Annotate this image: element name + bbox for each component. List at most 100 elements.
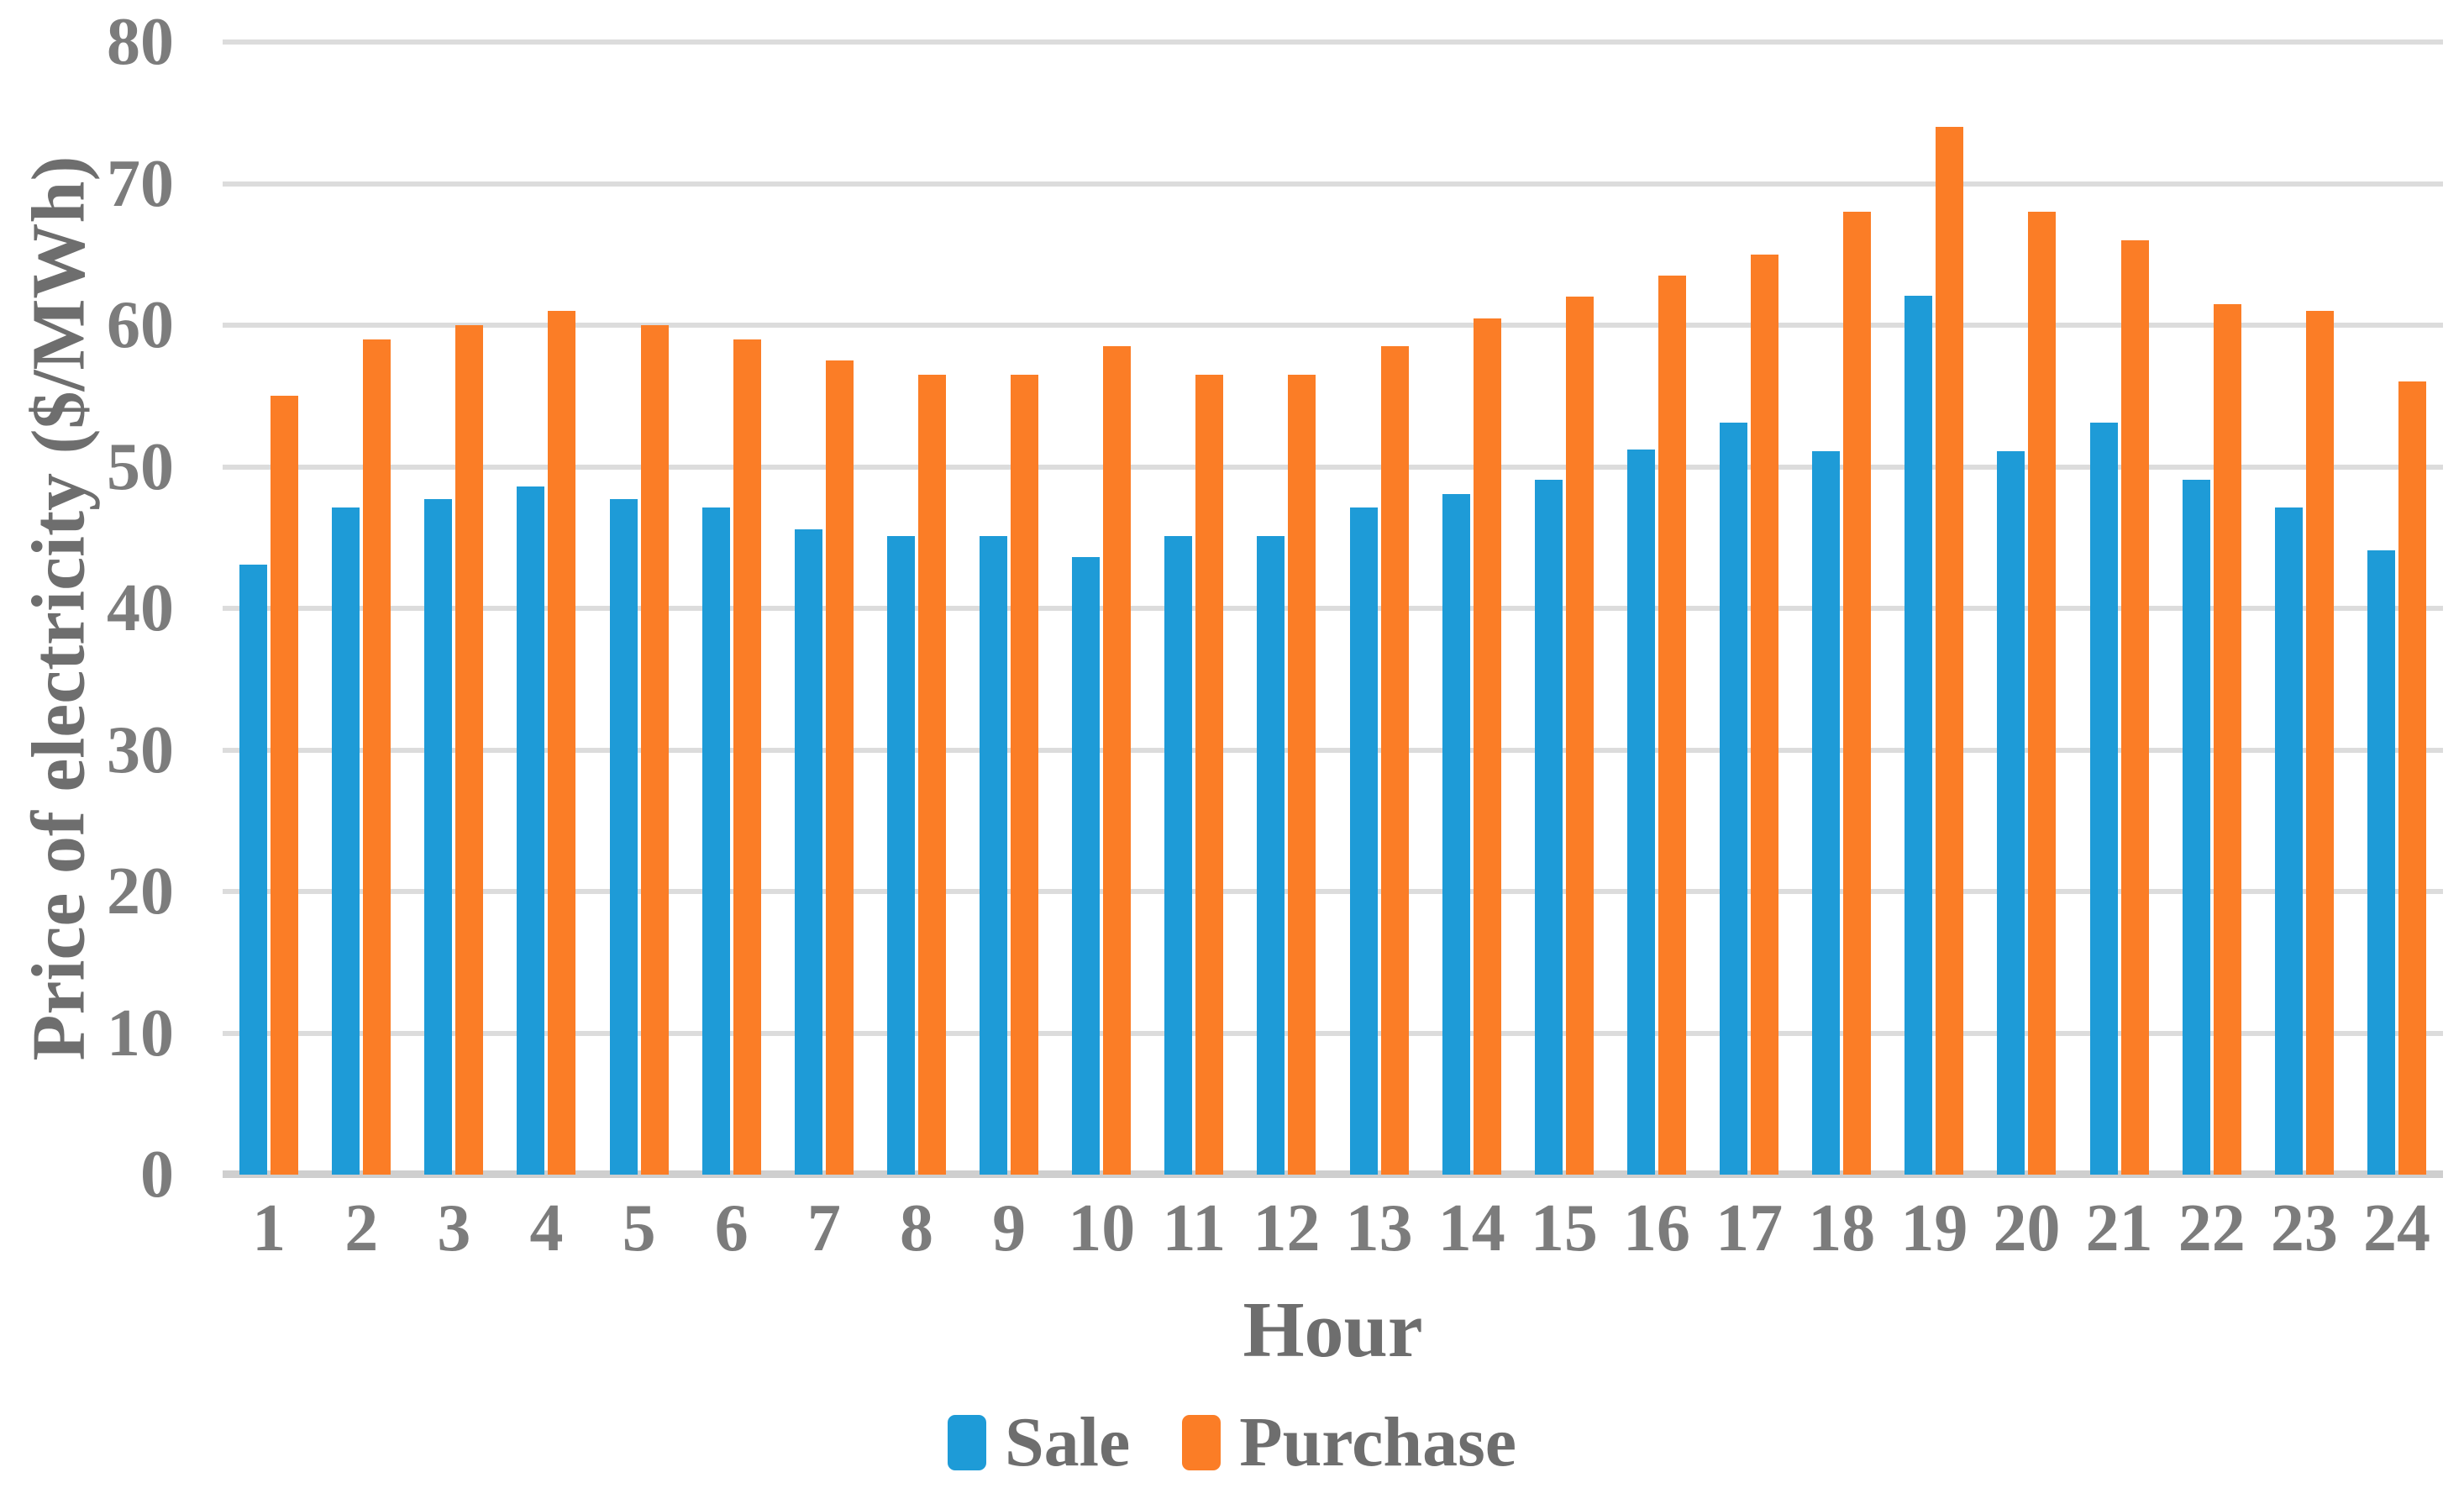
gridline-40 [223,606,2443,611]
bar-sale-hour-7 [794,529,822,1175]
bar-purchase-hour-1 [271,396,299,1175]
y-tick-label-80: 80 [107,5,174,79]
y-tick-label-50: 50 [107,429,174,504]
bar-sale-hour-5 [609,499,638,1175]
bar-purchase-hour-22 [2213,303,2241,1175]
bar-sale-hour-20 [1997,450,2025,1175]
purchase-swatch-icon [1182,1415,1221,1470]
x-tick-label-6: 6 [714,1191,749,1265]
bar-purchase-hour-21 [2120,239,2149,1175]
gridline-20 [223,889,2443,894]
x-tick-label-11: 11 [1162,1191,1227,1265]
x-axis-title: Hour [1243,1286,1423,1374]
x-axis-line [223,1170,2443,1178]
bar-sale-hour-15 [1534,479,1563,1175]
bar-purchase-hour-20 [2028,212,2057,1175]
x-tick-label-23: 23 [2270,1191,2338,1265]
y-tick-label-70: 70 [107,146,174,221]
x-tick-label-18: 18 [1808,1191,1876,1265]
bar-purchase-hour-16 [1658,276,1686,1175]
x-tick-label-7: 7 [806,1191,841,1265]
x-tick-label-22: 22 [2178,1191,2246,1265]
bar-purchase-hour-8 [917,374,946,1175]
bar-sale-hour-3 [424,499,453,1175]
x-tick-label-5: 5 [622,1191,656,1265]
bar-purchase-hour-18 [1843,212,1872,1175]
bar-purchase-hour-3 [455,325,484,1175]
legend-item-sale: Sale [947,1401,1131,1485]
y-tick-label-60: 60 [107,288,174,362]
x-axis-tick-labels: 1 2 3 4 5 6 7 8 9 10 11 12 13 14 15 16 17 18 19 20 21 22 23 24 [223,1186,2443,1270]
bar-purchase-hour-15 [1565,297,1594,1175]
y-tick-label-20: 20 [107,855,174,928]
bar-sale-hour-2 [332,507,360,1175]
x-tick-label-4: 4 [529,1191,564,1265]
legend: Sale Purchase [0,1396,2464,1489]
bar-purchase-hour-9 [1011,374,1039,1175]
x-tick-label-13: 13 [1345,1191,1413,1265]
x-tick-label-9: 9 [992,1191,1027,1265]
bar-purchase-hour-2 [363,339,391,1175]
x-tick-label-14: 14 [1437,1191,1505,1265]
bar-sale-hour-9 [980,536,1008,1175]
bar-sale-hour-21 [2089,423,2118,1175]
bar-sale-hour-22 [2182,479,2210,1175]
x-tick-label-1: 1 [252,1191,286,1265]
y-tick-label-40: 40 [107,571,174,645]
x-tick-label-8: 8 [899,1191,933,1265]
legend-item-purchase: Purchase [1182,1401,1516,1485]
bar-sale-hour-1 [239,564,268,1175]
bar-purchase-hour-14 [1473,318,1501,1175]
sale-swatch-icon [947,1415,986,1470]
y-tick-label-30: 30 [107,713,174,787]
x-tick-label-24: 24 [2362,1191,2430,1265]
x-tick-label-17: 17 [1715,1191,1784,1265]
x-tick-label-15: 15 [1530,1191,1598,1265]
bar-sale-hour-10 [1072,557,1101,1175]
x-tick-label-3: 3 [437,1191,471,1265]
bar-purchase-hour-4 [548,311,576,1175]
bar-purchase-hour-5 [640,325,669,1175]
y-tick-label-0: 0 [140,1138,174,1212]
gridline-50 [223,464,2443,470]
gridline-30 [223,747,2443,753]
bar-purchase-hour-11 [1195,374,1224,1175]
bar-sale-hour-24 [2367,550,2395,1175]
bar-purchase-hour-6 [733,339,761,1175]
bar-sale-hour-16 [1626,450,1655,1175]
gridline-80 [223,39,2443,45]
bar-sale-hour-14 [1442,493,1470,1175]
x-tick-label-12: 12 [1253,1191,1321,1265]
plot-area [223,39,2443,1178]
y-axis-tick-labels: 0 10 20 30 40 50 60 70 80 [0,5,174,1212]
bar-purchase-hour-17 [1751,254,1779,1175]
x-tick-label-20: 20 [1993,1191,2061,1265]
bar-sale-hour-6 [701,507,730,1175]
legend-label-sale: Sale [1004,1403,1131,1481]
gridline-10 [223,1030,2443,1036]
bar-sale-hour-19 [1904,295,1933,1175]
bar-sale-hour-12 [1257,536,1285,1175]
bar-purchase-hour-12 [1288,374,1316,1175]
legend-label-purchase: Purchase [1239,1403,1517,1481]
x-tick-label-19: 19 [1900,1191,1968,1265]
bar-purchase-hour-19 [1936,127,1964,1175]
bar-sale-hour-8 [886,536,915,1175]
x-tick-label-2: 2 [344,1191,379,1265]
bar-sale-hour-17 [1720,423,1748,1175]
bar-sale-hour-23 [2274,507,2303,1175]
x-tick-label-16: 16 [1622,1191,1690,1265]
gridline-60 [223,323,2443,328]
x-tick-label-21: 21 [2085,1191,2153,1265]
bar-sale-hour-4 [517,486,545,1175]
bar-purchase-hour-24 [2398,381,2426,1175]
bar-sale-hour-11 [1164,536,1193,1175]
x-tick-label-10: 10 [1068,1191,1136,1265]
y-tick-label-10: 10 [107,996,174,1070]
bar-purchase-hour-7 [825,360,854,1175]
gridline-70 [223,181,2443,187]
bar-purchase-hour-10 [1103,346,1132,1175]
bar-purchase-hour-13 [1380,346,1409,1175]
bar-sale-hour-18 [1812,450,1841,1175]
